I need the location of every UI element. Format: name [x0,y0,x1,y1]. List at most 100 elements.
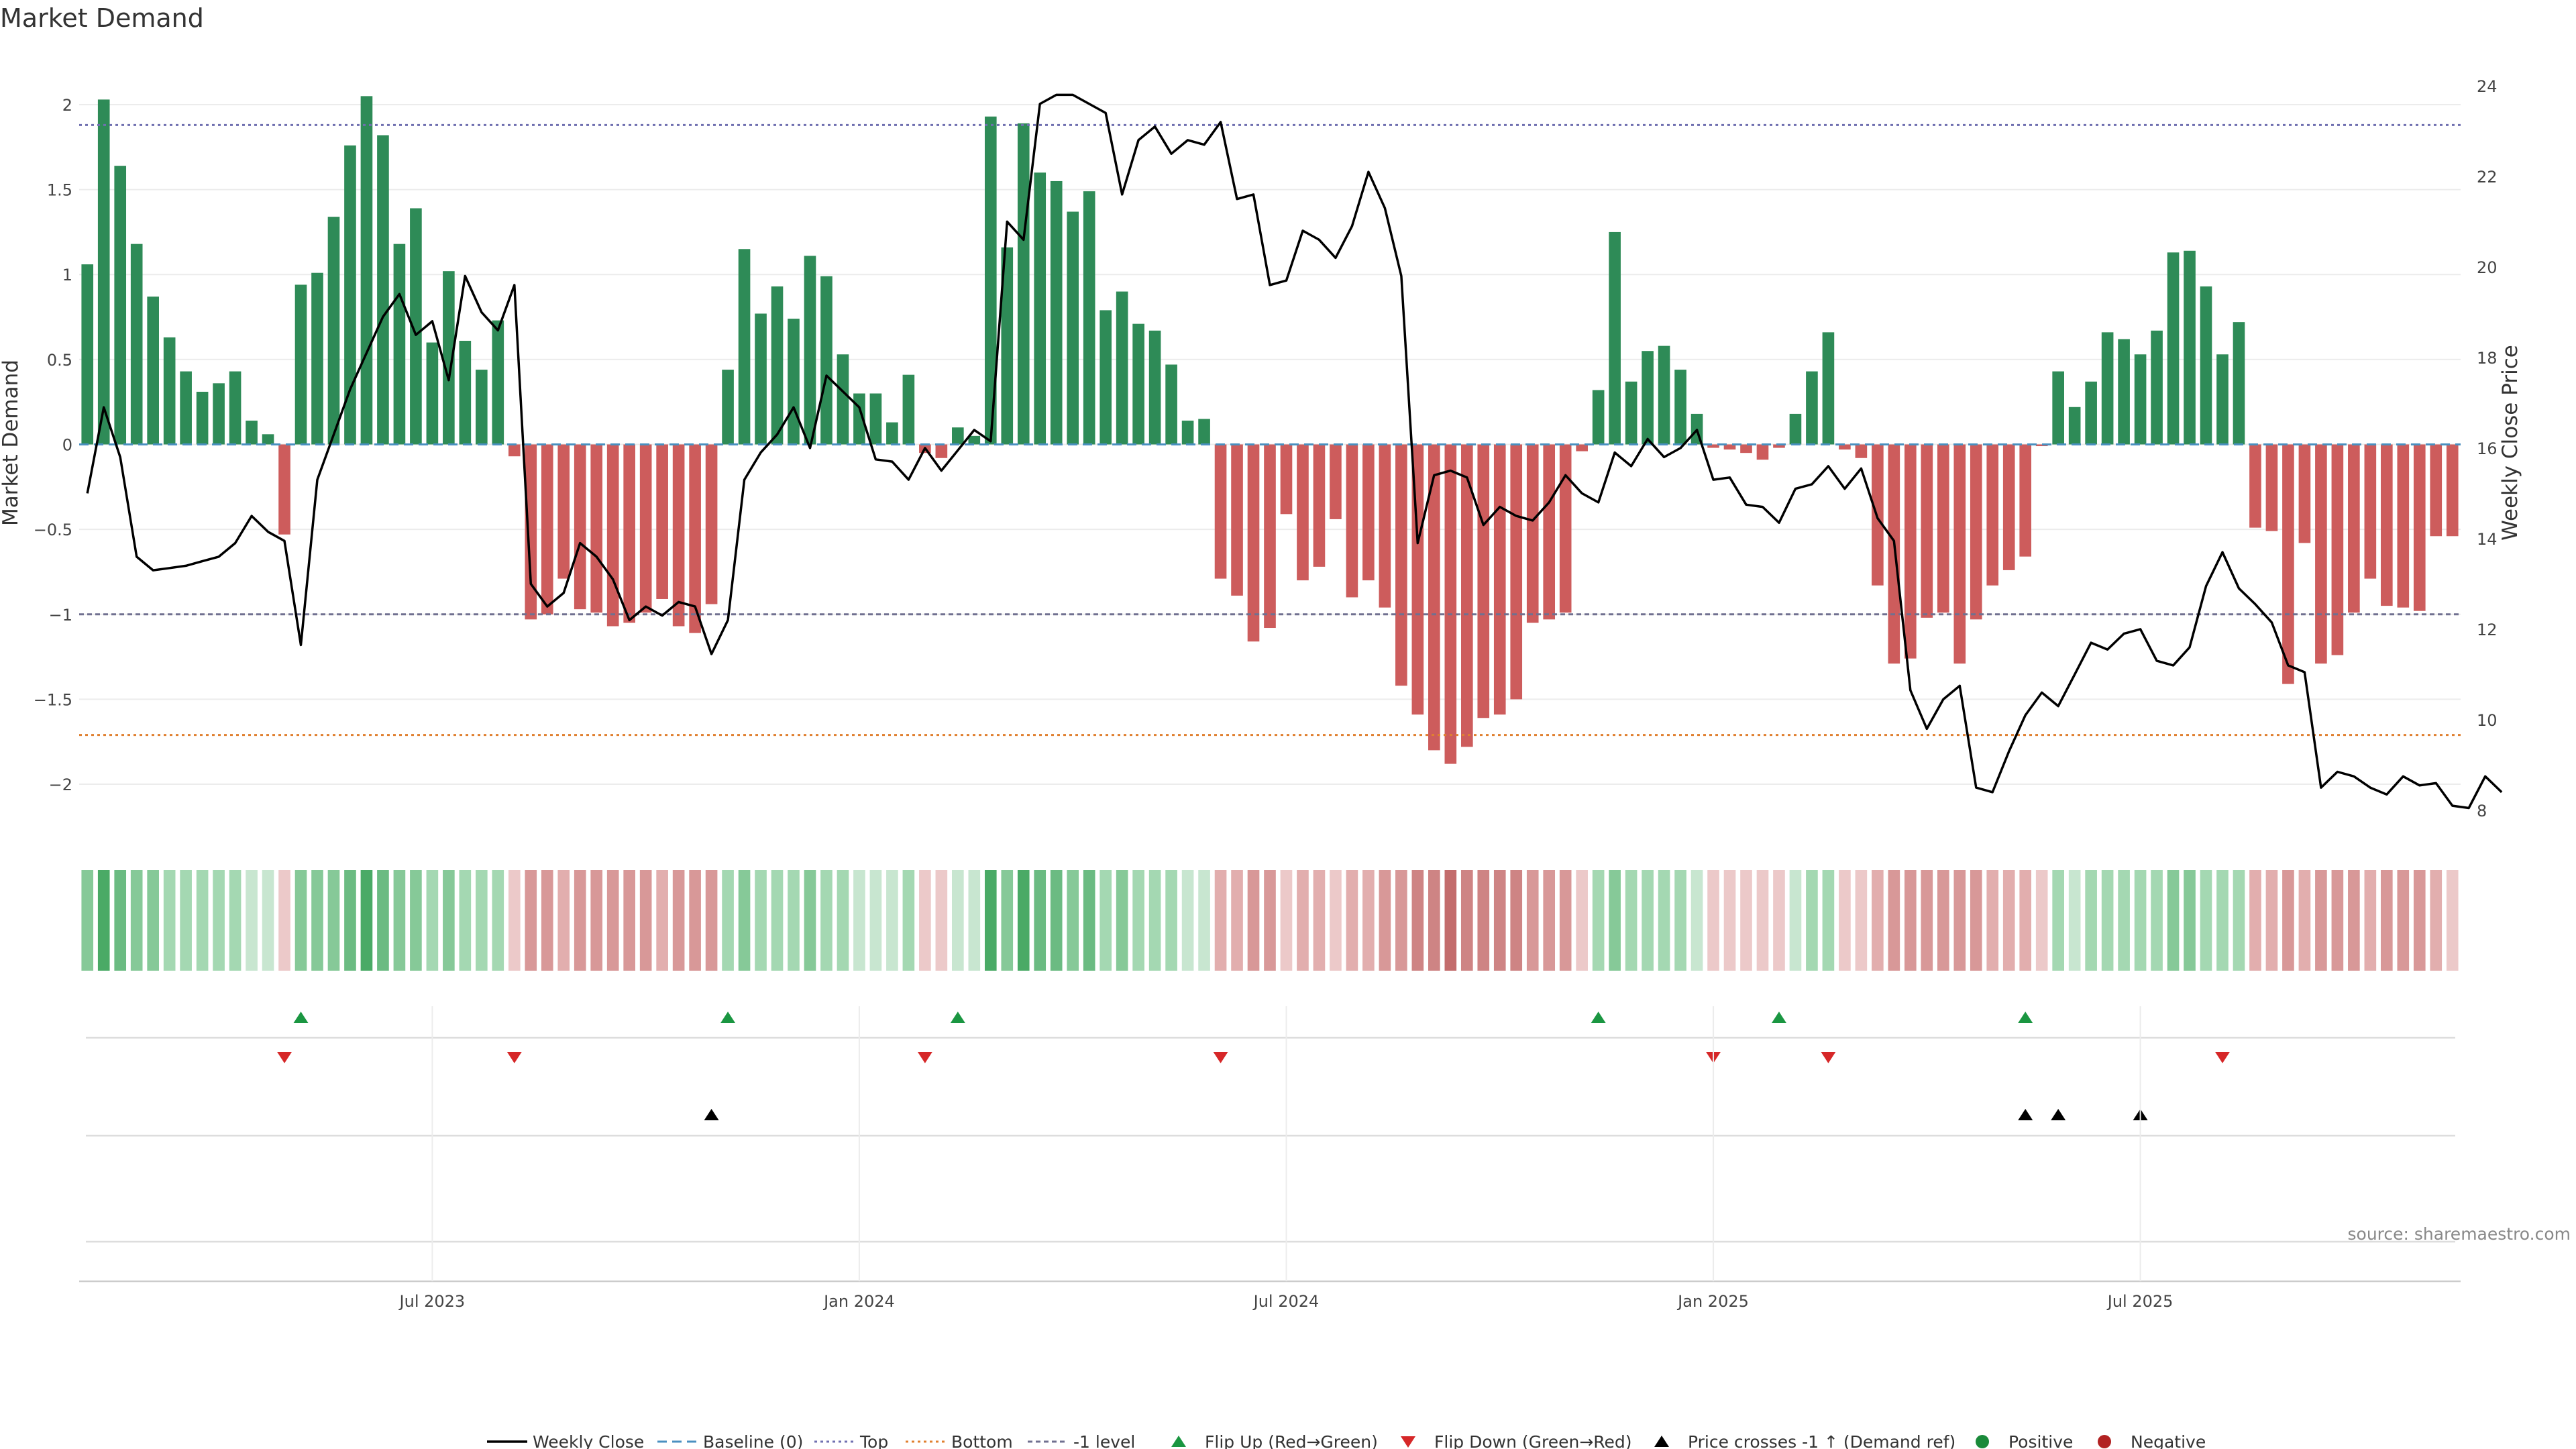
heat-cell [2447,870,2459,971]
demand-bar [1674,370,1686,444]
heat-cell [1379,870,1391,971]
heat-cell [1116,870,1128,971]
heat-cell [1823,870,1835,971]
heat-cell [2381,870,2393,971]
heat-cell [903,870,915,971]
demand-bar [1051,181,1063,445]
heat-cell [1149,870,1161,971]
legend-item-top: Top [814,1432,888,1449]
demand-bar [1904,445,1917,659]
y2-tick-label: 22 [2477,168,2498,186]
demand-bar [213,383,225,444]
heat-cell [1444,870,1456,971]
demand-bar [2381,445,2393,606]
heat-cell [197,870,209,971]
demand-bar [2282,445,2294,684]
heat-cell [1790,870,1802,971]
demand-bar [1576,445,1588,451]
heat-cell [804,870,816,971]
price-cross-marker [704,1109,719,1120]
demand-bar [706,445,718,604]
heat-cell [328,870,340,971]
demand-bar [820,276,833,445]
demand-bar [590,445,602,613]
price-cross-marker [2018,1109,2033,1120]
legend-item-flip_down: Flip Down (Green→Red) [1401,1432,1632,1449]
demand-bar [1543,445,1555,620]
demand-bar [2135,354,2147,444]
demand-bar [229,372,241,445]
heat-cell [2315,870,2327,971]
demand-bar [2216,354,2229,444]
heat-cell [2266,870,2278,971]
demand-bar [361,96,373,444]
demand-bar [2003,445,2015,570]
heat-cell [2299,870,2311,971]
heat-cell [1510,870,1522,971]
heat-cell [2397,870,2409,971]
heat-cell [1215,870,1227,971]
heat-cell [394,870,406,971]
demand-bar [1395,445,1407,686]
demand-bar [755,313,767,444]
heat-cell [1165,870,1177,971]
flip-down-marker [507,1052,522,1063]
flip-up-marker [294,1012,309,1023]
demand-bar [98,99,110,444]
demand-bar [1083,191,1095,444]
heat-cell [1477,870,1489,971]
demand-bar [508,445,521,457]
demand-bar [2365,445,2377,579]
heat-cell [2365,870,2377,971]
heat-cell [1937,870,1949,971]
heat-cell [147,870,159,971]
heat-cell [1839,870,1851,971]
heat-cell [1593,870,1605,971]
flip-up-marker [720,1012,735,1023]
demand-bar [2167,252,2180,444]
y-tick-label: 0 [62,436,72,455]
y-tick-label: −1.5 [34,690,72,709]
flip-up-marker [1772,1012,1786,1023]
demand-bar [1330,445,1342,519]
demand-bar [2085,382,2097,445]
heat-cell [1724,870,1736,971]
demand-bar [788,319,800,444]
y-tick-label: 1.5 [47,181,72,200]
demand-bar [1609,232,1621,445]
heat-cell [295,870,307,971]
heat-cell [229,870,241,971]
demand-bar [1740,445,1752,453]
heat-cell [820,870,833,971]
heat-cell [180,870,192,971]
legend-label: Price crosses -1 ↑ (Demand ref) [1688,1432,1955,1449]
y-tick-label: 2 [62,96,72,115]
demand-bar [1067,212,1079,445]
flip-down-marker [1821,1052,1835,1063]
heat-cell [2348,870,2360,971]
demand-bar [640,445,652,613]
x-tick-label: Jul 2023 [398,1292,466,1311]
demand-bar [968,436,980,445]
demand-bar [1248,445,1260,642]
legend-label: Flip Up (Red→Green) [1205,1432,1378,1449]
flip-down-marker [1214,1052,1228,1063]
demand-bar [246,421,258,444]
flip-up-marker [951,1012,965,1023]
demand-bar [574,445,586,610]
heat-cell [919,870,931,971]
demand-bar [1937,445,1949,613]
heat-cell [623,870,635,971]
legend-swatch [2098,1435,2111,1448]
heat-cell [361,870,373,971]
demand-bar [1149,331,1161,445]
heat-cell [1658,870,1670,971]
demand-bar [1165,364,1177,444]
demand-bar [81,264,93,444]
heat-cell [1231,870,1243,971]
heat-cell [2118,870,2130,971]
demand-bar [311,273,323,445]
heat-cell [1132,870,1144,971]
demand-bar [147,297,159,444]
heat-cell [443,870,455,971]
